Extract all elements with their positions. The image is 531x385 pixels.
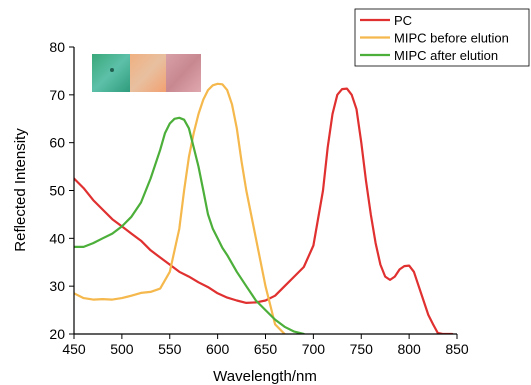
legend: PC MIPC before elution MIPC after elution bbox=[354, 8, 530, 67]
series-line-2 bbox=[74, 116, 305, 334]
y-tick-label: 80 bbox=[49, 39, 65, 55]
swatch-pink bbox=[166, 54, 201, 92]
x-tick-label: 700 bbox=[302, 341, 326, 357]
y-axis-label: Reflected Intensity bbox=[12, 128, 29, 252]
inset-photo bbox=[92, 54, 201, 92]
swatch-green bbox=[92, 54, 130, 92]
legend-label: MIPC after elution bbox=[394, 48, 498, 63]
x-tick-label: 650 bbox=[254, 341, 278, 357]
legend-label: PC bbox=[394, 13, 412, 28]
y-tick-label: 70 bbox=[49, 87, 65, 103]
swatch-orange bbox=[130, 54, 166, 92]
y-tick-label: 20 bbox=[49, 326, 65, 342]
y-tick-label: 30 bbox=[49, 278, 65, 294]
legend-items: PC MIPC before elution MIPC after elution bbox=[360, 13, 509, 63]
y-tick-label: 40 bbox=[49, 230, 65, 246]
legend-label: MIPC before elution bbox=[394, 31, 509, 46]
x-tick-label: 450 bbox=[62, 341, 86, 357]
swatch-spot bbox=[110, 68, 114, 72]
x-tick-label: 600 bbox=[206, 341, 230, 357]
y-tick-label: 60 bbox=[49, 135, 65, 151]
y-tick-label: 50 bbox=[49, 183, 65, 199]
ticks-layer: 450 500 550 600 650 700 750 800 850 20 30 40 50 60 70 8… bbox=[49, 39, 468, 357]
series-layer bbox=[74, 82, 454, 334]
series-line-0 bbox=[74, 87, 454, 334]
x-tick-label: 500 bbox=[110, 341, 134, 357]
x-tick-label: 800 bbox=[397, 341, 421, 357]
x-tick-label: 550 bbox=[158, 341, 182, 357]
x-tick-label: 750 bbox=[350, 341, 374, 357]
x-axis-label: Wavelength/nm bbox=[213, 368, 317, 385]
x-tick-label: 850 bbox=[445, 341, 469, 357]
series-line-1 bbox=[74, 82, 286, 334]
